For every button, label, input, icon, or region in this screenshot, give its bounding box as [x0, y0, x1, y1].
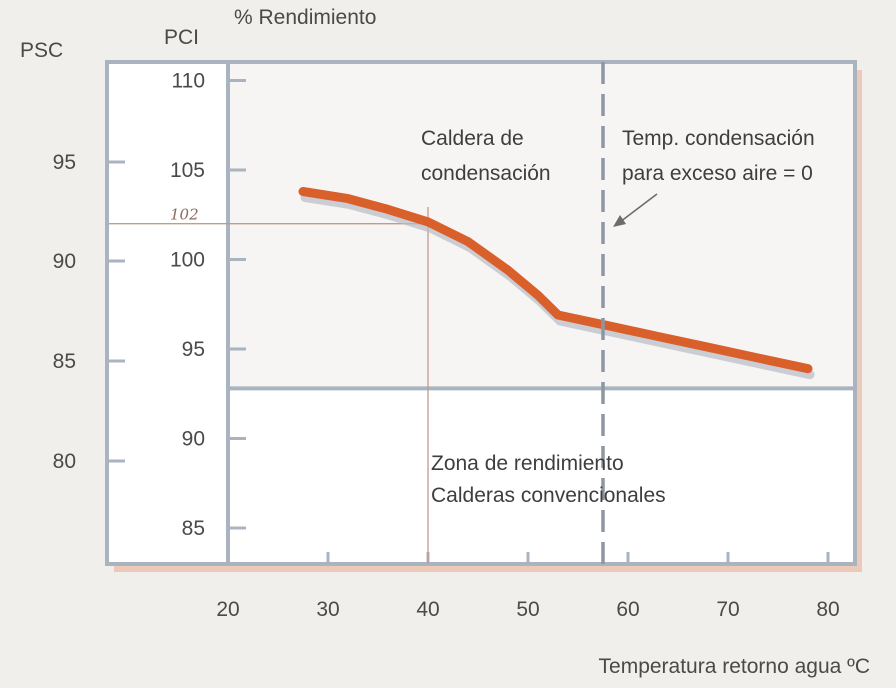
annotation-arrow-head [613, 215, 626, 227]
annotation-conventional-zone-2: Calderas convencionales [431, 484, 666, 507]
pci-tick-label: 100 [170, 249, 205, 272]
psc-tick-label: 95 [53, 151, 76, 174]
pci-axis-label: PCI [164, 26, 199, 49]
psc-tick-label: 80 [53, 450, 76, 473]
x-tick-label: 50 [516, 598, 539, 621]
x-tick-label: 80 [816, 598, 839, 621]
x-tick-label: 40 [416, 598, 439, 621]
x-axis-label: Temperatura retorno agua ºC [599, 655, 870, 678]
psc-tick-label: 85 [53, 350, 76, 373]
reference-value-label: 102 [170, 206, 199, 224]
annotation-condensing-boiler-1: Caldera de [421, 127, 524, 150]
pci-tick-label: 110 [172, 70, 205, 93]
condensing-zone [228, 64, 853, 389]
pci-tick-label: 95 [182, 338, 205, 361]
reference-lines [109, 207, 429, 564]
x-tick-label: 30 [316, 598, 339, 621]
pci-tick-label: 85 [182, 517, 205, 540]
annotation-condensing-boiler-2: condensación [421, 162, 551, 185]
pci-tick-label: 90 [182, 428, 205, 451]
psc-axis-label: PSC [20, 39, 63, 62]
series-layer [298, 187, 815, 380]
annotation-condensation-temp-1: Temp. condensación [622, 127, 815, 150]
x-tick-label: 70 [716, 598, 739, 621]
chart-title: % Rendimiento [234, 6, 376, 29]
annotation-arrow-line [619, 193, 658, 223]
tick-layer: 20 30 40 50 60 70 80 85 90 95 100 105 110 80 85 90 95 [53, 70, 840, 622]
x-tick-label: 60 [616, 598, 639, 621]
annotation-condensation-temp-2: para exceso aire = 0 [622, 162, 813, 185]
annotation-conventional-zone-1: Zona de rendimiento [431, 452, 624, 475]
psc-tick-label: 90 [53, 250, 76, 273]
x-tick-label: 20 [216, 598, 239, 621]
pci-tick-label: 105 [170, 159, 205, 182]
